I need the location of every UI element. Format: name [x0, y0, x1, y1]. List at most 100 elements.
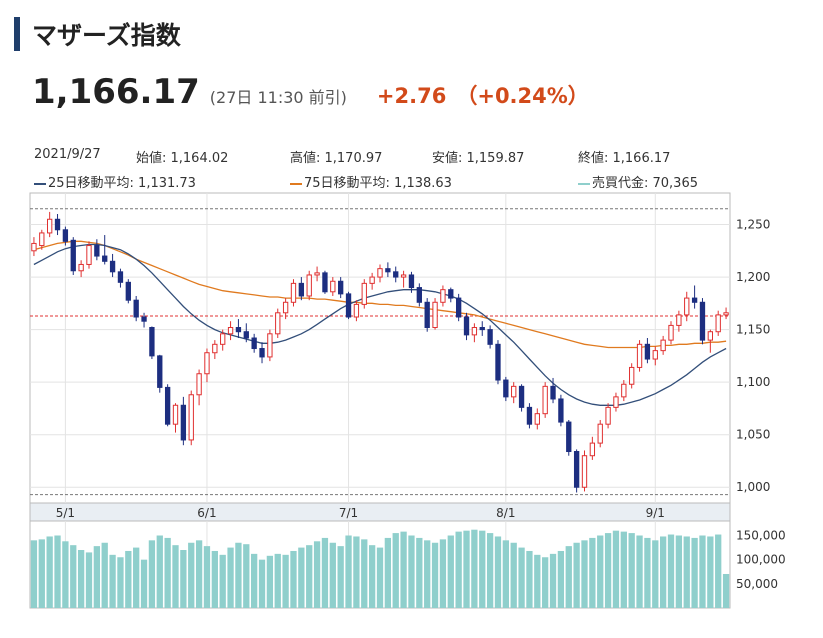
volume-bar	[604, 533, 612, 608]
volume-bar	[306, 545, 313, 608]
price-change-pct: （+0.24%）	[456, 84, 589, 108]
x-tick-label: 9/1	[646, 506, 665, 520]
volume-bar	[652, 540, 659, 608]
volume-bar	[722, 573, 730, 608]
candle-body	[613, 396, 619, 408]
volume-bar	[227, 547, 234, 608]
volume-bar	[479, 530, 486, 608]
volume-bar	[70, 545, 77, 608]
volume-bar	[117, 557, 124, 608]
candle-body	[589, 442, 596, 457]
volume-bar	[321, 537, 329, 608]
volume-bar	[557, 550, 565, 608]
candle-body	[684, 297, 690, 316]
volume-bar	[494, 536, 502, 608]
candle-body	[550, 385, 556, 400]
candle-body	[70, 239, 76, 272]
candle-body	[471, 327, 478, 336]
candle-body	[267, 333, 273, 358]
candle-body	[235, 327, 242, 333]
candle-body	[542, 385, 548, 415]
candle-body	[518, 385, 525, 408]
candle-body	[408, 274, 415, 289]
candle-body	[306, 274, 312, 297]
ma75-legend-swatch	[290, 182, 302, 185]
legend-volume: 売買代金: 70,365	[578, 172, 698, 191]
volume-bar	[274, 553, 281, 608]
volume-bar	[534, 554, 541, 608]
volume-bar	[620, 531, 627, 608]
volume-bar	[85, 552, 93, 608]
volume-bar	[298, 547, 305, 608]
legend-ma25-label: 25日移動平均: 1,131.73	[48, 176, 196, 191]
candle-body	[534, 413, 540, 425]
x-tick-label: 5/1	[56, 506, 75, 520]
candle-body	[463, 316, 470, 336]
volume-bar	[471, 529, 478, 608]
volume-bar	[345, 535, 352, 608]
y-tick-label: 1,150	[736, 323, 770, 337]
candle-body	[393, 271, 399, 278]
volume-bar	[416, 537, 423, 608]
volume-bar	[337, 546, 344, 608]
price-row: 1,166.17 (27日 11:30 前引) +2.76 （+0.24%）	[32, 72, 589, 112]
candle-body	[314, 272, 320, 276]
volume-bar	[542, 557, 549, 608]
volume-bar	[510, 542, 517, 608]
volume-bar	[715, 534, 722, 608]
candle-body	[204, 352, 210, 375]
candle-body	[86, 245, 92, 265]
candle-body	[345, 293, 352, 318]
volume-tick-label: 50,000	[736, 577, 778, 591]
candle-body	[691, 297, 698, 303]
volume-bar	[235, 542, 242, 608]
legend-ma75-label: 75日移動平均: 1,138.63	[304, 176, 452, 191]
candle-body	[432, 301, 438, 329]
volume-bar	[172, 545, 179, 608]
volume-bar	[447, 535, 454, 608]
candle-body	[330, 280, 336, 293]
candle-body	[495, 343, 501, 381]
volume-bar	[549, 553, 557, 608]
candle-body	[526, 406, 533, 425]
candle-body	[676, 314, 682, 326]
price-time: (27日 11:30 前引)	[209, 88, 347, 107]
candle-body	[448, 289, 454, 299]
candle-body	[275, 312, 281, 335]
title-area: マザーズ指数	[14, 14, 181, 54]
volume-bar	[384, 537, 392, 608]
candle-body	[259, 348, 265, 358]
volume-bar	[282, 554, 289, 608]
volume-bar	[266, 555, 274, 608]
volume-bar	[400, 531, 407, 608]
volume-bar	[243, 544, 250, 608]
volume-bar	[140, 559, 148, 608]
info-close: 終値: 1,166.17	[578, 151, 671, 166]
volume-bar	[188, 542, 195, 608]
candle-body	[699, 301, 706, 341]
info-open: 始値: 1,164.02	[136, 151, 229, 166]
candle-body	[605, 406, 611, 425]
info-low: 安値: 1,159.87	[432, 151, 525, 166]
volume-tick-label: 150,000	[736, 529, 786, 543]
volume-bar	[93, 546, 100, 608]
candle-body	[636, 343, 643, 368]
volume-bar	[660, 536, 667, 608]
volume-bar	[353, 536, 360, 608]
candle-body	[47, 218, 53, 234]
y-tick-label: 1,200	[736, 270, 770, 284]
volume-bar	[211, 550, 218, 608]
volume-bar	[612, 530, 620, 608]
volume-bar	[636, 535, 643, 608]
candle-body	[180, 404, 187, 441]
volume-bar	[30, 540, 38, 608]
volume-tick-label: 100,000	[736, 553, 786, 567]
candle-body	[621, 383, 627, 398]
volume-bar	[597, 535, 604, 608]
legend-volume-label: 売買代金: 70,365	[592, 176, 698, 191]
candle-body	[220, 333, 226, 345]
candle-body	[723, 312, 729, 316]
volume-bar	[125, 550, 132, 608]
volume-bar	[518, 547, 525, 608]
